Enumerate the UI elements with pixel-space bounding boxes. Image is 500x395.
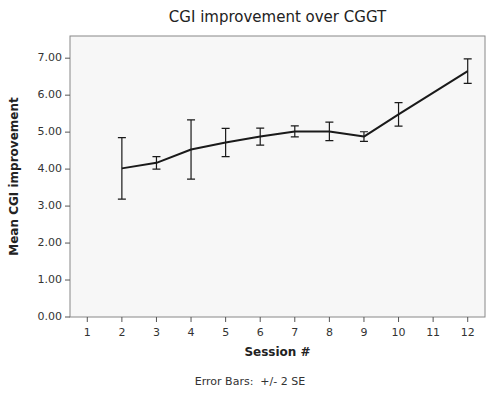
chart: 0.001.002.003.004.005.006.007.0012345678…	[0, 0, 500, 395]
x-tick-label: 10	[392, 326, 406, 339]
y-tick	[65, 95, 70, 96]
y-tick	[65, 206, 70, 207]
y-tick	[65, 132, 70, 133]
caption: Error Bars: +/- 2 SE	[195, 375, 305, 388]
y-tick-label: 6.00	[38, 88, 63, 101]
y-tick-label: 0.00	[38, 310, 63, 323]
x-tick-label: 4	[188, 326, 195, 339]
y-tick-label: 3.00	[38, 199, 63, 212]
x-tick	[225, 317, 226, 322]
x-tick-label: 9	[360, 326, 367, 339]
x-tick	[467, 317, 468, 322]
y-tick-label: 5.00	[38, 125, 63, 138]
error-bar	[464, 59, 472, 83]
title: CGI improvement over CGGT	[169, 8, 387, 26]
x-tick	[433, 317, 434, 322]
y-tick	[65, 280, 70, 281]
y-tick-label: 2.00	[38, 236, 63, 249]
plot-frame	[70, 36, 485, 317]
error-bar	[360, 132, 368, 142]
x-tick-label: 11	[426, 326, 440, 339]
y-tick	[65, 58, 70, 59]
x-tick-label: 5	[222, 326, 229, 339]
x-tick-label: 2	[118, 326, 125, 339]
x-tick	[260, 317, 261, 322]
error-bar	[395, 103, 403, 127]
x-axis-label: Session #	[244, 345, 310, 359]
y-tick-label: 7.00	[38, 51, 63, 64]
error-bar	[152, 157, 160, 170]
error-bar	[256, 128, 264, 145]
error-bar	[325, 122, 333, 140]
x-tick-label: 8	[326, 326, 333, 339]
x-tick	[121, 317, 122, 322]
y-tick	[65, 243, 70, 244]
error-bar	[118, 138, 126, 199]
error-bar	[291, 126, 299, 137]
x-tick-label: 7	[291, 326, 298, 339]
error-bar	[222, 128, 230, 156]
x-tick-label: 6	[257, 326, 264, 339]
y-tick-label: 4.00	[38, 162, 63, 175]
x-tick	[294, 317, 295, 322]
x-tick	[87, 317, 88, 322]
x-tick-label: 12	[461, 326, 475, 339]
chart-container: 0.001.002.003.004.005.006.007.0012345678…	[0, 0, 500, 395]
y-axis-label: Mean CGI improvement	[7, 97, 21, 256]
y-tick	[65, 317, 70, 318]
x-tick	[329, 317, 330, 322]
y-tick	[65, 169, 70, 170]
x-tick	[398, 317, 399, 322]
error-bar	[187, 120, 195, 179]
x-tick	[191, 317, 192, 322]
x-tick-label: 1	[84, 326, 91, 339]
data-group	[118, 59, 472, 199]
line	[122, 71, 468, 168]
x-tick	[363, 317, 364, 322]
y-tick-label: 1.00	[38, 273, 63, 286]
x-tick-label: 3	[153, 326, 160, 339]
x-tick	[156, 317, 157, 322]
